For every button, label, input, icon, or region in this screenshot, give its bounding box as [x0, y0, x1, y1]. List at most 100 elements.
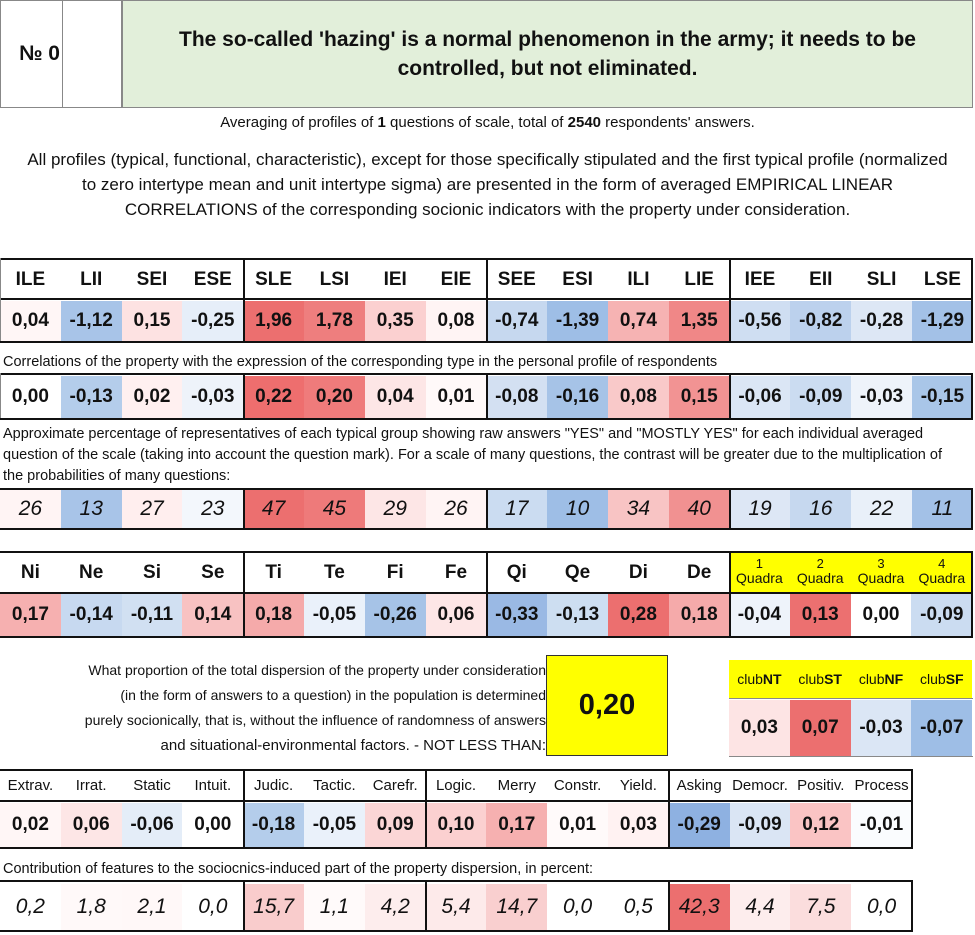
feature-value: -0,01 [851, 803, 912, 847]
type-pct-value: 13 [60, 490, 122, 528]
function-value: -0,11 [121, 594, 183, 636]
ratio-line: purely socionically, that is, without th… [84, 712, 546, 728]
function-label: Fe [444, 562, 468, 583]
feature-value: 0,12 [790, 803, 852, 847]
type-label: SLE [255, 269, 293, 290]
grid-line [0, 769, 913, 771]
function-label: Te [324, 562, 345, 583]
question-count: 1 [377, 114, 386, 131]
function-value: 0,17 [0, 594, 61, 636]
averaging-summary: Averaging of profiles of 1 questions of … [0, 114, 975, 131]
feature-label: Yield. [619, 776, 657, 794]
type-label: IEE [744, 269, 776, 290]
respondent-count: 2540 [567, 114, 602, 131]
function-value: -0,14 [60, 594, 122, 636]
feature-contrib-value: 1,8 [60, 884, 122, 930]
feature-value: -0,18 [243, 803, 304, 847]
type-profile-value: 0,08 [425, 301, 487, 341]
quadra-label: 3 Quadra [850, 553, 912, 592]
grid-line [0, 258, 1, 341]
type-corr-value: -0,08 [486, 376, 548, 418]
type-label: LSI [319, 269, 350, 290]
ratio-line: and situational-environmental factors. -… [160, 737, 546, 754]
type-corr-value: -0,03 [851, 376, 912, 418]
club-suffix: SF [945, 671, 964, 687]
quadra-label: 2 Quadra [789, 553, 851, 592]
feature-value: 0,00 [182, 803, 244, 847]
type-corr-value: 0,01 [425, 376, 487, 418]
function-label: Ni [20, 562, 40, 583]
grid-line [243, 488, 245, 528]
grid-line [668, 769, 670, 847]
feature-value: 0,10 [425, 803, 487, 847]
function-value: -0,05 [304, 594, 365, 636]
club-label: club NF [850, 660, 912, 698]
type-pct-value: 34 [608, 490, 669, 528]
function-value: 0,06 [425, 594, 487, 636]
grid-line [971, 373, 973, 418]
quadra-value: -0,04 [729, 594, 790, 636]
club-prefix: club [858, 671, 885, 687]
socionic-ratio-value: 0,20 [546, 655, 668, 756]
type-pct-value: 17 [486, 490, 548, 528]
grid-line [0, 528, 973, 530]
feature-contrib-value: 0,0 [182, 884, 244, 930]
feature-contrib-value: 4,4 [729, 884, 791, 930]
feature-contrib-value: 2,1 [121, 884, 183, 930]
type-label: EII [809, 269, 833, 290]
type-label: ESE [193, 269, 232, 290]
feature-value: 0,06 [60, 803, 122, 847]
feature-contrib-value: 4,2 [364, 884, 426, 930]
feature-contrib-value: 1,1 [304, 884, 365, 930]
feature-label: Logic. [435, 776, 476, 794]
quadra-number: 4 [938, 556, 946, 571]
grid-line [0, 930, 913, 932]
club-value: 0,03 [729, 700, 790, 756]
function-label: Fi [386, 562, 404, 583]
quadra-number: 2 [816, 556, 824, 571]
club-label: club NT [729, 660, 790, 698]
function-value: 0,14 [182, 594, 244, 636]
club-value: 0,07 [789, 700, 851, 756]
pct-caption: Approximate percentage of representative… [3, 426, 942, 484]
summary-suffix: respondents' answers. [601, 114, 755, 131]
quadra-label: 4 Quadra [911, 553, 973, 592]
quadra-label: 1 Quadra [729, 553, 790, 592]
grid-line [0, 880, 913, 882]
function-value: 0,18 [668, 594, 730, 636]
grid-line [486, 258, 488, 341]
club-suffix: ST [824, 671, 842, 687]
grid-line [243, 769, 245, 847]
type-label: EIE [440, 269, 472, 290]
scale-number: № 0 [0, 0, 62, 108]
type-profile-value: 1,96 [243, 301, 304, 341]
type-corr-value: 0,02 [121, 376, 183, 418]
summary-middle: questions of scale, total of [385, 114, 568, 131]
type-profile-value: -1,12 [60, 301, 122, 341]
quadra-number: 1 [755, 556, 764, 571]
function-value: -0,33 [486, 594, 548, 636]
quadra-word: Quadra [736, 570, 783, 586]
type-pct-value: 11 [912, 490, 973, 528]
grid-line [0, 847, 913, 849]
club-suffix: NT [762, 671, 782, 687]
quadra-number: 3 [877, 556, 885, 571]
type-label: LSE [923, 269, 961, 290]
grid-line [425, 880, 427, 930]
grid-line [243, 258, 245, 341]
feature-value: 0,17 [486, 803, 548, 847]
feature-label: Extrav. [7, 776, 54, 794]
grid-line [668, 880, 670, 930]
type-pct-value: 45 [304, 490, 365, 528]
feature-value: 0,01 [547, 803, 608, 847]
grid-line [911, 880, 913, 930]
summary-prefix: Averaging of profiles of [220, 114, 378, 131]
type-corr-value: 0,00 [0, 376, 61, 418]
function-label: Si [143, 562, 161, 583]
type-pct-value: 10 [547, 490, 608, 528]
scale-question-title: The so-called 'hazing' is a normal pheno… [122, 0, 973, 108]
club-prefix: club [920, 671, 946, 687]
club-label: club SF [911, 660, 973, 698]
grid-line [486, 373, 488, 418]
feature-contrib-value: 14,7 [486, 884, 548, 930]
